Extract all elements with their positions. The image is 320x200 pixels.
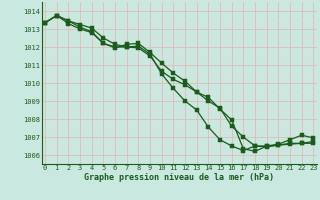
X-axis label: Graphe pression niveau de la mer (hPa): Graphe pression niveau de la mer (hPa) [84, 173, 274, 182]
